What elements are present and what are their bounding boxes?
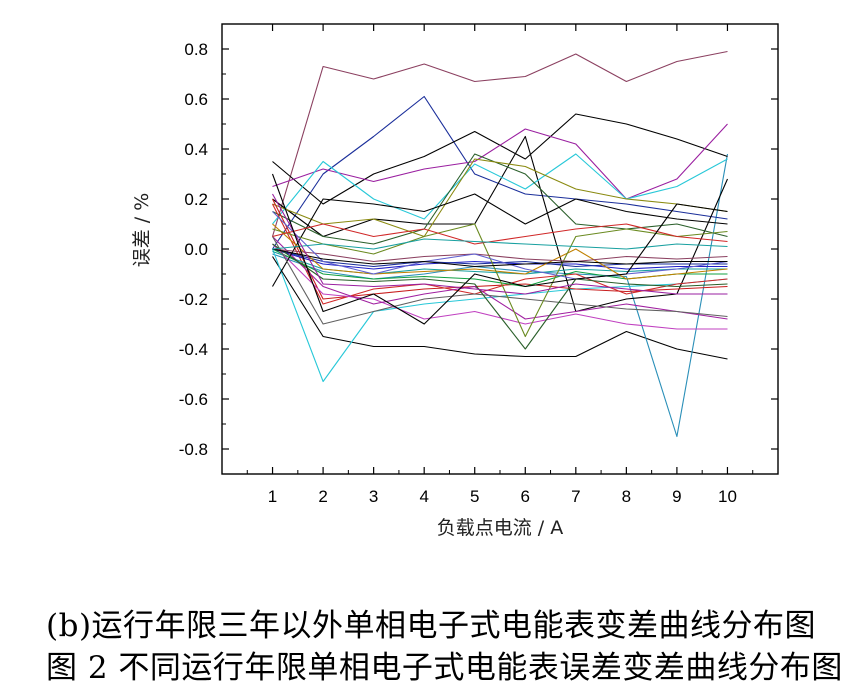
line-chart: 0.8 0.6 0.4 0.2 0.0 -0.2 -0.4 -0.6 -0.8 1 2 3 4 5 6 7 8 9… bbox=[131, 23, 779, 539]
series-line-25 bbox=[272, 248, 728, 263]
x-tick-label: 4 bbox=[419, 487, 428, 506]
y-tick-label: -0.8 bbox=[179, 440, 208, 459]
series-line-10 bbox=[272, 153, 728, 245]
series-line-19 bbox=[272, 236, 728, 320]
x-tick-label: 8 bbox=[622, 487, 631, 506]
figure-subcaption: (b)运行年限三年以外单相电子式电能表变差曲线分布图 bbox=[46, 608, 817, 644]
series-line-5 bbox=[272, 95, 728, 250]
series-line-7 bbox=[272, 123, 728, 200]
y-tick-label: 0.2 bbox=[184, 190, 208, 209]
series-line-3 bbox=[272, 153, 729, 438]
x-tick-label: 6 bbox=[521, 487, 530, 506]
x-tick-label: 3 bbox=[369, 487, 378, 506]
y-tick-label: 0.6 bbox=[184, 90, 208, 109]
series-line-8 bbox=[272, 135, 729, 313]
x-tick-label: 5 bbox=[470, 487, 479, 506]
axis-layer: 0.8 0.6 0.4 0.2 0.0 -0.2 -0.4 -0.6 -0.8 1 2 3 4 5 6 7 8 9… bbox=[179, 23, 778, 506]
x-tick-label: 1 bbox=[268, 487, 277, 506]
series-line-1 bbox=[271, 50, 728, 237]
series-line-29 bbox=[272, 238, 728, 250]
plot-frame bbox=[221, 23, 779, 475]
series-layer bbox=[271, 50, 729, 438]
y-axis-label: 误差 / % bbox=[131, 193, 153, 268]
series-line-2 bbox=[272, 256, 728, 360]
x-tick-label: 9 bbox=[672, 487, 681, 506]
series-line-27 bbox=[272, 223, 728, 245]
series-line-12 bbox=[272, 198, 728, 300]
series-line-13 bbox=[272, 203, 728, 305]
y-tick-label: 0.0 bbox=[184, 240, 208, 259]
series-line-30 bbox=[272, 193, 728, 295]
series-line-18 bbox=[272, 243, 728, 330]
series-line-15 bbox=[272, 248, 728, 268]
y-tick-label: 0.8 bbox=[184, 40, 208, 59]
x-tick-label: 10 bbox=[718, 487, 737, 506]
series-line-9 bbox=[272, 153, 728, 225]
series-line-28 bbox=[272, 248, 728, 268]
y-tick-label: -0.4 bbox=[179, 340, 208, 359]
y-tick-label: -0.6 bbox=[179, 390, 208, 409]
y-tick-label: -0.2 bbox=[179, 290, 208, 309]
x-tick-label: 7 bbox=[571, 487, 580, 506]
series-line-26 bbox=[272, 211, 728, 280]
series-line-23 bbox=[272, 223, 728, 280]
y-tick-label: 0.4 bbox=[184, 140, 208, 159]
figure-caption: 图 2 不同运行年限单相电子式电能表误差变差曲线分布图 bbox=[46, 650, 843, 686]
series-line-22 bbox=[272, 243, 728, 350]
series-line-20 bbox=[272, 193, 728, 287]
x-axis-label: 负载点电流 / A bbox=[437, 517, 563, 539]
series-line-21 bbox=[272, 236, 728, 325]
series-line-11 bbox=[272, 158, 728, 238]
x-tick-label: 2 bbox=[318, 487, 327, 506]
series-line-31 bbox=[271, 173, 728, 325]
